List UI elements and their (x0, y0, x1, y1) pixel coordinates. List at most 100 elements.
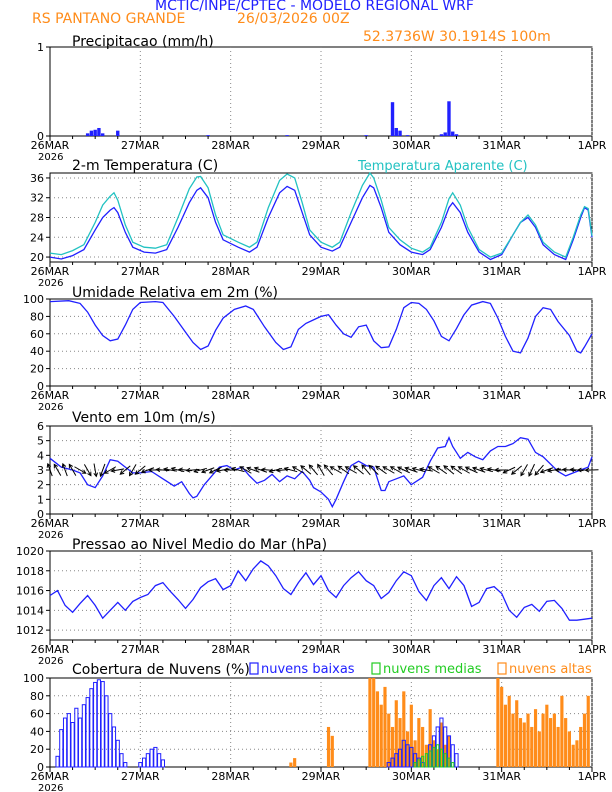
cloud-bar-low (96, 679, 102, 768)
cloud-bar-medium (436, 744, 440, 768)
wind-arrow-shaft (308, 464, 319, 476)
cloud-bar-high (582, 713, 587, 767)
x-day-label: 1APR (578, 643, 607, 656)
wind-arrow-head (411, 466, 417, 472)
wind-arrow-head (200, 468, 207, 474)
wind-arrow-head (260, 467, 266, 473)
wind-arrow-shaft (368, 465, 379, 475)
wind-arrow-head (375, 465, 380, 471)
wind-arrow-head (134, 470, 140, 475)
legend-apparent-temp: Temperatura Aparente (C) (357, 159, 528, 174)
cloud-bar-high (571, 744, 575, 767)
wind-arrow-head (435, 465, 441, 471)
wind-arrow-head (185, 467, 191, 473)
cloud-bar-low (85, 697, 90, 768)
chart-title: Vento em 10m (m/s) (72, 410, 216, 426)
y-tick-label: 5 (37, 435, 44, 448)
cloud-bar-high (387, 713, 391, 767)
wind-arrow-shaft (129, 464, 137, 476)
x-day-label: 27MAR (121, 389, 160, 402)
wind-arrow-head (396, 466, 402, 471)
run-time: 26/03/2026 00Z (237, 11, 350, 27)
wind-arrow-head (576, 467, 582, 473)
x-year-label: 2026 (38, 152, 63, 163)
cloud-bar-high (289, 762, 293, 767)
wind-arrow-head (317, 463, 322, 469)
wind-arrow-head (539, 468, 545, 474)
precip-bar (390, 102, 395, 136)
precip-bar (101, 133, 105, 136)
cloud-bar-high (511, 713, 515, 767)
cloud-bar-low (70, 722, 75, 768)
cloud-bar-low (405, 744, 410, 768)
y-tick-label: 40 (30, 345, 44, 358)
x-day-label: 31MAR (482, 265, 521, 278)
x-day-label: 26MAR (31, 643, 70, 656)
y-tick-label: 36 (30, 172, 44, 185)
cloud-bar-low (115, 739, 120, 768)
wind-arrow-head (471, 466, 478, 472)
cloud-bar-low (149, 748, 154, 768)
wind-arrow-shaft (53, 464, 62, 476)
cloud-bar-low (157, 753, 162, 768)
wind-arrow-shaft (382, 466, 395, 474)
cloud-bar-low (59, 729, 64, 768)
wind-arrow-head (450, 465, 456, 471)
wind-arrow-head (291, 466, 297, 471)
wind-arrow-head (283, 466, 289, 472)
panel-rh: 0 20 40 60 80 100 26MAR 27MAR 28MAR 29MAR 30MAR 31M… (23, 285, 607, 413)
wind-arrow-head (81, 469, 87, 474)
cloud-bar-high (409, 704, 413, 767)
wind-arrow-head (554, 467, 560, 473)
wind-arrow-shaft (62, 463, 68, 477)
wind-arrow-shaft (345, 466, 357, 474)
precip-bar (85, 133, 90, 136)
chart-title: Pressao ao Nivel Medio do Mar (hPa) (72, 537, 327, 553)
wind-arrow-shaft (317, 464, 325, 476)
wind-arrow-head (246, 466, 252, 472)
cloud-bar-high (556, 726, 560, 767)
cloud-bar-low (409, 746, 414, 768)
cloud-bar-high (526, 713, 530, 767)
cloud-bar-low (78, 717, 83, 768)
series-line-1 (49, 171, 593, 258)
wind-arrow-shaft (83, 464, 92, 476)
cloud-bar-high (579, 726, 583, 767)
x-day-label: 30MAR (392, 643, 431, 656)
wind-arrow-head (239, 466, 245, 471)
y-tick-label: 1 (37, 493, 44, 506)
wind-arrow-head (87, 471, 92, 477)
wind-arrow-head (215, 468, 221, 473)
y-tick-label: 1012 (16, 624, 44, 637)
cloud-bar-high (436, 749, 440, 767)
y-tick-label: 60 (30, 708, 44, 721)
x-day-label: 28MAR (211, 643, 250, 656)
wind-arrow-shaft (435, 465, 448, 475)
y-tick-label: 100 (23, 672, 44, 685)
wind-arrow-shaft (443, 465, 455, 475)
cloud-bar-low (81, 704, 86, 768)
precip-bar (89, 130, 94, 136)
wind-arrow-head (443, 465, 449, 470)
x-day-label: 28MAR (211, 389, 250, 402)
wind-arrow-head (53, 463, 58, 469)
cloud-bar-high (500, 686, 504, 767)
wind-arrow-shaft (428, 466, 440, 474)
x-year-label: 2026 (38, 530, 63, 541)
precip-bar (394, 127, 398, 136)
model-title: MCTIC/INPE/CPTEC - MODELO REGIONAL WRF (155, 0, 474, 14)
wind-arrow-shaft (353, 465, 364, 475)
y-tick-label: 1016 (16, 585, 44, 598)
y-tick-label: 1 (37, 41, 44, 54)
wind-arrow-head (323, 464, 329, 470)
x-day-label: 28MAR (211, 265, 250, 278)
precip-bar (451, 131, 455, 136)
wind-arrow-shaft (209, 466, 222, 474)
wind-arrow-shaft (450, 465, 463, 475)
wind-arrow-shaft (300, 465, 312, 475)
cloud-bar-high (443, 744, 447, 767)
precip-bar (447, 101, 451, 136)
cloud-bar-medium (439, 748, 444, 768)
y-tick-label: 28 (30, 212, 44, 225)
precip-bar (398, 130, 402, 136)
